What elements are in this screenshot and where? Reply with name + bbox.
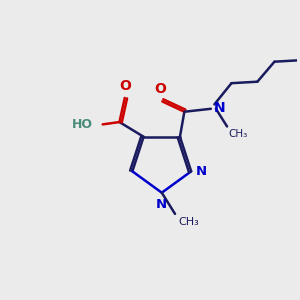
Text: CH₃: CH₃ [229, 129, 248, 139]
Text: HO: HO [72, 118, 93, 131]
Text: N: N [156, 198, 167, 211]
Text: O: O [154, 82, 166, 96]
Text: CH₃: CH₃ [178, 217, 199, 227]
Text: O: O [119, 80, 131, 94]
Text: N: N [214, 101, 225, 115]
Text: N: N [196, 165, 207, 178]
